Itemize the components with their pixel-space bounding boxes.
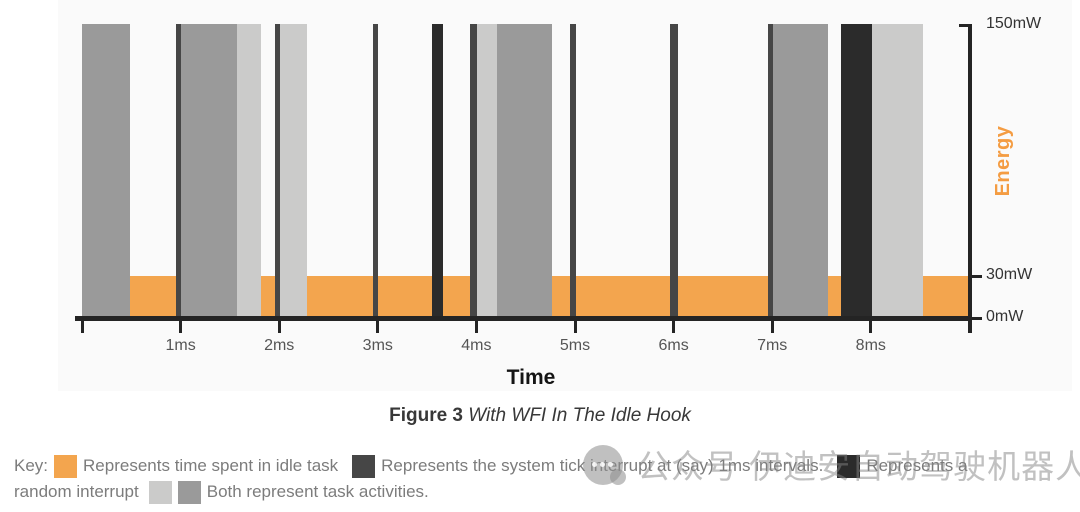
x-tick	[474, 321, 478, 333]
y-tick-label: 0mW	[986, 308, 1024, 325]
x-tick	[80, 321, 84, 333]
bar-system-tick-interrupt	[372, 24, 378, 320]
key-label: Key:	[14, 456, 49, 475]
bar-system-tick-interrupt	[470, 24, 478, 320]
x-axis-title: Time	[506, 366, 556, 389]
bar-system-tick-interrupt	[570, 24, 576, 320]
y-axis-title: Energy	[992, 125, 1014, 197]
x-tick-label: 5ms	[559, 337, 591, 354]
energy-vs-time-bar-chart: 1ms 2ms 3ms 4ms 5ms 6ms 7ms 8ms 150mW 30mW 0mW	[75, 15, 1042, 354]
bar-task-activity	[280, 24, 307, 320]
task-light-swatch	[148, 480, 172, 504]
legend-key: Key: Represents time spent in idle task …	[14, 453, 1080, 505]
x-tick	[277, 321, 281, 333]
x-tick-label: 7ms	[757, 337, 788, 354]
key-random-text-part1: Represents a	[866, 456, 968, 475]
y-tick-label: 150mW	[986, 15, 1042, 32]
key-line-2: random interrupt Both represent task act…	[14, 479, 1080, 505]
x-axis-line	[75, 316, 972, 321]
x-tick-label: 4ms	[461, 337, 492, 354]
task-medium-swatch	[177, 480, 201, 504]
bar-system-tick-interrupt	[175, 24, 181, 320]
y-tick	[959, 23, 969, 27]
bar-task-activity	[82, 24, 131, 320]
bar-task-activity	[236, 24, 262, 320]
bar-random-interrupt	[432, 24, 443, 320]
key-system-tick-text: Represents the system tick interrupt at …	[381, 456, 824, 475]
key-random-text-part2: random interrupt	[14, 482, 139, 501]
figure-caption: Figure 3 With WFI In The Idle Hook	[0, 405, 1080, 427]
y-tick	[972, 274, 982, 278]
bar-task-activity	[773, 24, 829, 320]
bar-task-activity	[180, 24, 237, 320]
y-tick	[972, 316, 982, 320]
x-tick-label: 3ms	[362, 337, 393, 354]
x-tick	[376, 321, 380, 333]
x-tick	[179, 321, 183, 333]
bar-task-activity	[871, 24, 924, 320]
x-tick-label: 6ms	[658, 337, 689, 354]
bar-task-activity	[497, 24, 553, 320]
key-idle-text: Represents time spent in idle task	[83, 456, 339, 475]
idle-task-swatch	[54, 454, 78, 478]
x-tick-label: 8ms	[855, 337, 886, 354]
system-tick-swatch	[352, 454, 376, 478]
x-tick	[573, 321, 577, 333]
bar-system-tick-interrupt	[275, 24, 281, 320]
y-axis-line	[968, 24, 972, 333]
x-tick	[672, 321, 676, 333]
bar-system-tick-interrupt	[768, 24, 774, 320]
bar-system-tick-interrupt	[669, 24, 678, 320]
bar-task-activity	[477, 24, 498, 320]
x-tick	[869, 321, 873, 333]
bar-random-interrupt	[841, 24, 872, 320]
y-tick-label: 30mW	[986, 266, 1033, 283]
x-tick	[770, 321, 774, 333]
random-interrupt-swatch	[837, 454, 861, 478]
figure-title: With WFI In The Idle Hook	[468, 405, 691, 426]
figure-number: Figure 3	[389, 405, 463, 426]
x-tick-label: 1ms	[165, 337, 196, 354]
key-task-text: Both represent task activities.	[206, 482, 429, 501]
key-line-1: Key: Represents time spent in idle task …	[14, 453, 1080, 479]
x-tick-label: 2ms	[264, 337, 295, 354]
